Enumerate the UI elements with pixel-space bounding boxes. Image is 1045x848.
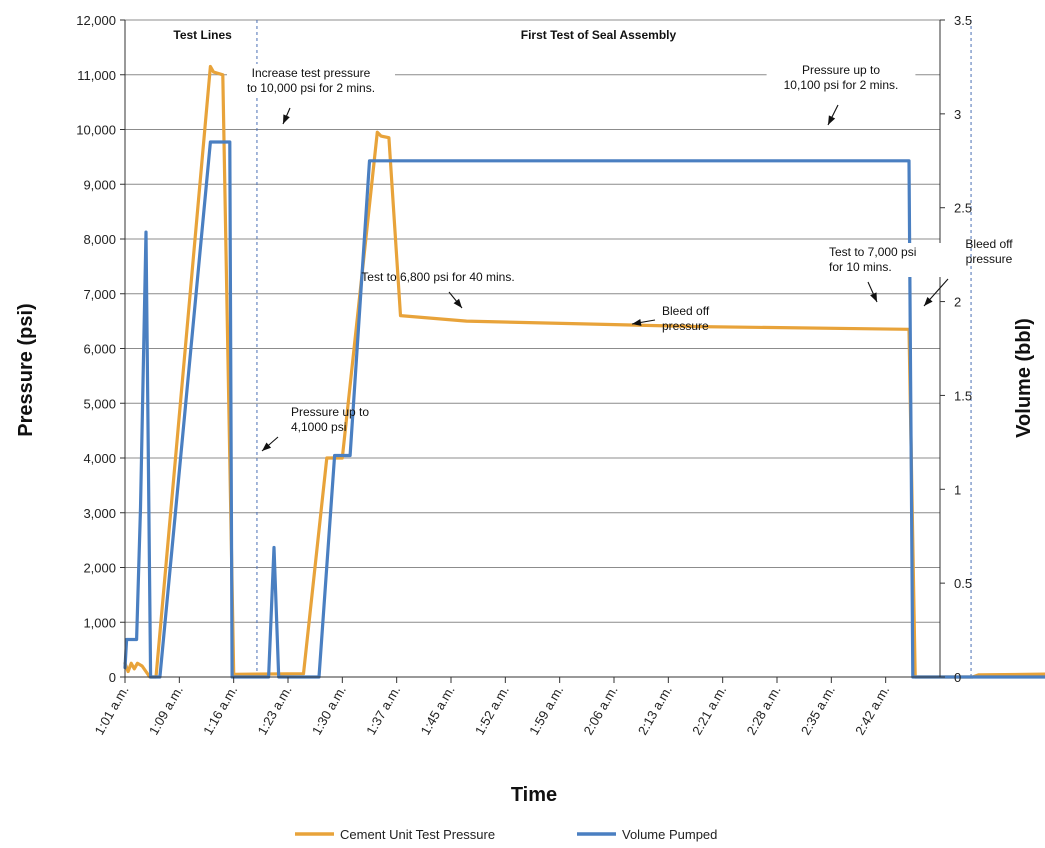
section-label: First Test of Seal Assembly: [521, 28, 677, 42]
series-line-pressure: [123, 64, 1045, 679]
y-right-tick-label: 3.5: [954, 13, 972, 28]
y-left-tick-label: 10,000: [76, 123, 116, 138]
annotation-text: Test to 6,800 psi for 40 mins.: [361, 270, 514, 284]
x-tick-label: 1:16 a.m.: [200, 683, 240, 737]
section-label: Test Lines: [173, 28, 232, 42]
y-left-tick-label: 8,000: [83, 232, 116, 247]
series-line-volume: [123, 140, 1045, 679]
x-tick-label: 1:01 a.m.: [92, 683, 132, 737]
axes: 0 1,000 2,000 3,000 4,000 5,000 6,000 7,000 8,00…: [76, 13, 972, 737]
annotation-text: for 10 mins.: [829, 260, 892, 274]
legend: Cement Unit Test Pressure Volume Pumped: [295, 827, 717, 842]
annotation-text: to 10,000 psi for 2 mins.: [247, 81, 375, 95]
series-lines: [123, 64, 1045, 679]
annotation-test_6800: Test to 6,800 psi for 40 mins.: [361, 270, 515, 309]
y-right-tick-label: 2.5: [954, 201, 972, 216]
y-left-tick-label: 12,000: [76, 13, 116, 28]
x-tick-label: 2:21 a.m.: [689, 683, 729, 737]
y-right-tick-label: 0: [954, 670, 961, 685]
annotation-arrow-head: [870, 292, 877, 302]
y-right-tick-label: 2: [954, 295, 961, 310]
x-tick-label: 1:52 a.m.: [472, 683, 512, 737]
annotation-background: [227, 64, 395, 98]
y-right-tick-label: 3: [954, 107, 961, 122]
annotation-pressure_up_4100: Pressure up to4,1000 psi: [261, 405, 369, 452]
y-left-tick-label: 9,000: [83, 177, 116, 192]
x-tick-label: 2:13 a.m.: [635, 683, 675, 737]
annotation-text: Bleed off: [965, 237, 1013, 251]
annotation-arrow-head: [828, 115, 836, 125]
annotation-text: 10,100 psi for 2 mins.: [784, 78, 899, 92]
x-tick-label: 1:45 a.m.: [418, 683, 458, 737]
annotation-text: pressure: [662, 319, 709, 333]
annotation-arrow-head: [283, 114, 290, 124]
y-left-tick-label: 2,000: [83, 561, 116, 576]
legend-label-volume: Volume Pumped: [622, 827, 717, 842]
x-tick-label: 2:35 a.m.: [798, 683, 838, 737]
annotation-background: [825, 243, 942, 277]
annotation-text: Test to 7,000 psi: [829, 245, 916, 259]
y-right-tick-label: 1.5: [954, 388, 972, 403]
x-tick-label: 1:23 a.m.: [255, 683, 295, 737]
y-left-tick-label: 3,000: [83, 506, 116, 521]
y-left-tick-label: 11,000: [77, 68, 116, 83]
annotation-text: 4,1000 psi: [291, 420, 346, 434]
x-tick-label: 2:42 a.m.: [852, 683, 892, 737]
y-left-tick-label: 4,000: [83, 451, 116, 466]
x-tick-label: 2:28 a.m.: [744, 683, 784, 737]
x-tick-label: 1:30 a.m.: [309, 683, 349, 737]
y-right-tick-label: 1: [954, 482, 961, 497]
x-tick-label: 2:06 a.m.: [581, 683, 621, 737]
legend-label-pressure: Cement Unit Test Pressure: [340, 827, 495, 842]
y-left-tick-label: 5,000: [83, 396, 116, 411]
annotation-text: Pressure up to: [291, 405, 369, 419]
y-left-tick-label: 6,000: [83, 342, 116, 357]
x-tick-label: 1:59 a.m.: [526, 683, 566, 737]
annotation-text: Bleed off: [662, 304, 710, 318]
y-left-tick-label: 0: [109, 670, 116, 685]
annotation-arrow-head: [924, 296, 933, 306]
y-right-tick-label: 0.5: [954, 576, 972, 591]
y-left-axis-title: Pressure (psi): [15, 303, 37, 436]
annotation-text: Increase test pressure: [252, 66, 371, 80]
y-right-axis-title: Volume (bbl): [1013, 318, 1035, 438]
x-axis-title: Time: [511, 784, 557, 806]
annotation-arrow-head: [632, 319, 642, 326]
x-tick-label: 1:09 a.m.: [146, 683, 186, 737]
annotation-text: Pressure up to: [802, 63, 880, 77]
annotation-arrow-head: [453, 298, 462, 308]
annotation-arrow-head: [262, 442, 272, 451]
x-tick-label: 1:37 a.m.: [363, 683, 403, 737]
section-dividers: [256, 20, 972, 677]
annotation-background: [766, 61, 916, 95]
y-left-tick-label: 7,000: [83, 287, 116, 302]
annotation-text: pressure: [966, 252, 1013, 266]
y-left-tick-label: 1,000: [83, 615, 116, 630]
